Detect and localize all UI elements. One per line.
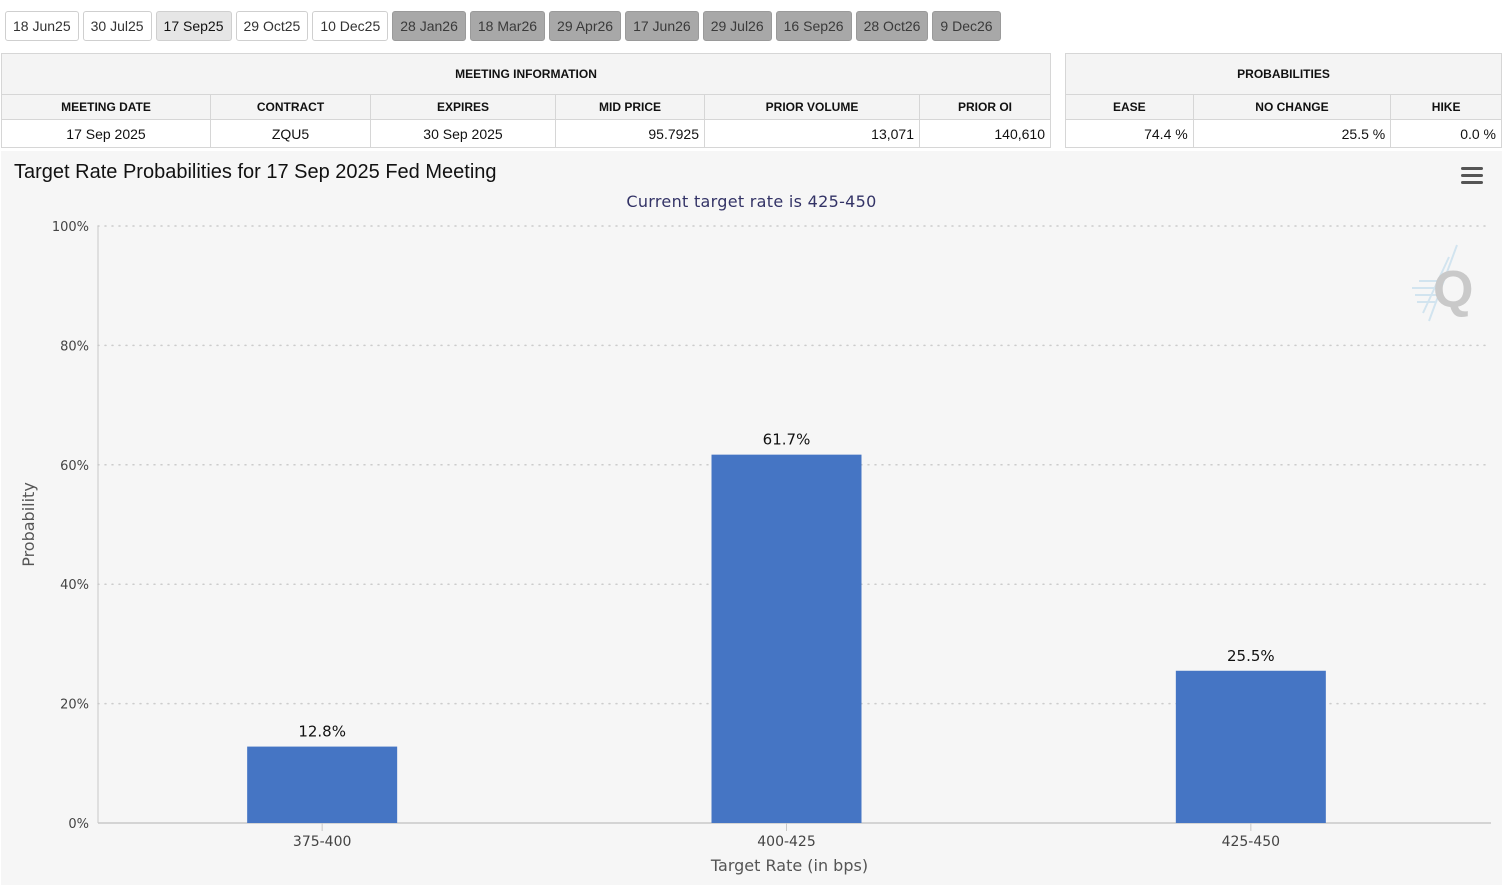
cell-contract: ZQU5 [210, 119, 371, 148]
tab-10-dec25[interactable]: 10 Dec25 [312, 11, 389, 41]
col-prior-oi: PRIOR OI [919, 94, 1051, 120]
probabilities-table: PROBABILITIES EASE NO CHANGE HIKE 74.4 %… [1065, 53, 1502, 148]
data-label: 61.7% [763, 431, 811, 449]
col-prior-volume: PRIOR VOLUME [704, 94, 920, 120]
cell-no-change: 25.5 % [1192, 119, 1392, 148]
y-tick-label: 60% [60, 459, 89, 474]
hamburger-menu-icon[interactable] [1461, 167, 1483, 185]
cell-hike: 0.0 % [1390, 119, 1502, 148]
y-tick-label: 100% [52, 220, 89, 235]
y-axis-title: Probability [19, 482, 38, 567]
quikstrike-logo-icon: Q [1412, 244, 1473, 322]
y-tick-label: 80% [60, 339, 89, 354]
bar-chart: 0% 20% 40% 60% 80% 100% 12.8% 375-400 61.7% 400-4… [19, 220, 1492, 875]
cell-meeting-date: 17 Sep 2025 [1, 119, 211, 148]
table-row: 17 Sep 2025 ZQU5 30 Sep 2025 95.7925 13,… [1, 119, 1051, 148]
meeting-information-table: MEETING INFORMATION MEETING DATE CONTRAC… [1, 53, 1051, 148]
col-no-change: NO CHANGE [1192, 94, 1392, 120]
probabilities-header: PROBABILITIES [1065, 53, 1502, 95]
x-axis-title: Target Rate (in bps) [710, 856, 868, 875]
tab-17-jun26[interactable]: 17 Jun26 [625, 11, 699, 41]
tab-30-jul25[interactable]: 30 Jul25 [82, 11, 152, 41]
bar-375-400 [247, 746, 398, 823]
tab-29-apr26[interactable]: 29 Apr26 [549, 11, 622, 41]
svg-text:Q: Q [1433, 261, 1473, 319]
y-tick-label: 20% [60, 698, 89, 713]
tab-29-oct25[interactable]: 29 Oct25 [235, 11, 309, 41]
cell-mid-price: 95.7925 [555, 119, 705, 148]
x-tick-label: 425-450 [1222, 834, 1281, 850]
x-tick-label: 400-425 [757, 834, 816, 850]
table-row: 74.4 % 25.5 % 0.0 % [1065, 119, 1502, 148]
cell-prior-oi: 140,610 [919, 119, 1051, 148]
chart-panel: 0% 20% 40% 60% 80% 100% 12.8% 375-400 61.7% 400-4… [1, 151, 1502, 885]
tab-18-mar26[interactable]: 18 Mar26 [469, 11, 546, 41]
col-mid-price: MID PRICE [555, 94, 705, 120]
tab-18-jun25[interactable]: 18 Jun25 [5, 11, 79, 41]
col-meeting-date: MEETING DATE [1, 94, 211, 120]
bar-400-425 [711, 454, 862, 823]
chart-title: Target Rate Probabilities for 17 Sep 202… [14, 161, 497, 183]
x-tick-label: 375-400 [293, 834, 352, 850]
cell-expires: 30 Sep 2025 [370, 119, 556, 148]
tab-9-dec26[interactable]: 9 Dec26 [932, 11, 1001, 41]
col-expires: EXPIRES [370, 94, 556, 120]
cell-ease: 74.4 % [1065, 119, 1194, 148]
col-contract: CONTRACT [210, 94, 371, 120]
data-label: 12.8% [298, 723, 346, 741]
meeting-information-header: MEETING INFORMATION [1, 53, 1051, 95]
tab-29-jul26[interactable]: 29 Jul26 [702, 11, 772, 41]
tab-28-oct26[interactable]: 28 Oct26 [855, 11, 929, 41]
tab-17-sep25[interactable]: 17 Sep25 [155, 11, 232, 41]
bar-425-450 [1175, 670, 1326, 823]
y-tick-label: 0% [68, 817, 89, 832]
data-label: 25.5% [1227, 647, 1275, 665]
tab-28-jan26[interactable]: 28 Jan26 [392, 11, 466, 41]
tab-16-sep26[interactable]: 16 Sep26 [775, 11, 852, 41]
meeting-date-tabs: 18 Jun25 30 Jul25 17 Sep25 29 Oct25 10 Dec25… [5, 11, 1001, 41]
chart-subtitle: Current target rate is 425-450 [626, 192, 877, 211]
col-ease: EASE [1065, 94, 1194, 120]
col-hike: HIKE [1390, 94, 1502, 120]
cell-prior-volume: 13,071 [704, 119, 920, 148]
y-tick-label: 40% [60, 578, 89, 593]
